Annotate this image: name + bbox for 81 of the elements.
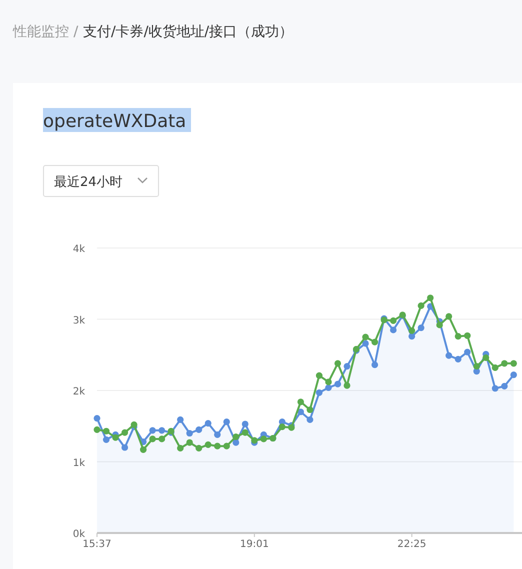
point (492, 385, 498, 392)
point (473, 362, 480, 370)
point (316, 372, 323, 379)
point (121, 444, 128, 451)
point (297, 398, 304, 406)
point (242, 420, 248, 428)
point (223, 442, 230, 450)
y-tick-label: 3k (72, 315, 86, 326)
point (232, 434, 240, 440)
point (278, 424, 286, 430)
point (408, 327, 416, 334)
point (214, 431, 221, 438)
point (223, 418, 230, 426)
point (510, 360, 517, 367)
point (204, 441, 212, 448)
point (510, 372, 517, 378)
point (418, 324, 424, 332)
point (158, 436, 166, 442)
point (196, 444, 202, 452)
x-tick-label: 15:37 (82, 539, 112, 550)
point (94, 426, 100, 433)
point (427, 294, 434, 302)
point (149, 427, 156, 434)
point (306, 406, 314, 414)
point (436, 322, 443, 328)
point (371, 362, 378, 368)
point (297, 408, 304, 416)
point (464, 332, 471, 339)
point (306, 416, 314, 424)
point (501, 382, 508, 390)
x-tick-label: 22:25 (397, 539, 426, 550)
point (316, 389, 323, 396)
point (390, 326, 397, 334)
point (446, 313, 452, 320)
point (454, 333, 462, 340)
point (492, 364, 498, 371)
point (177, 444, 184, 452)
text: 支付/卡券/收货地址/接口（成功） (83, 24, 294, 40)
point (130, 421, 138, 428)
y-tick-label: 4k (72, 244, 86, 255)
point (371, 338, 378, 346)
point (112, 434, 119, 441)
y-tick-label: 2k (72, 386, 86, 398)
point (362, 340, 369, 347)
point (102, 428, 110, 434)
point (94, 414, 100, 422)
point (260, 436, 267, 442)
x-tick-label: 19:01 (240, 539, 269, 550)
point (454, 356, 462, 362)
point (501, 360, 508, 367)
point (186, 430, 193, 437)
chart-title: operateWXData (43, 111, 186, 132)
y-tick-label: 1k (72, 458, 86, 469)
point (158, 427, 166, 434)
point (325, 378, 332, 386)
point (177, 416, 184, 424)
point (121, 429, 128, 436)
point (214, 442, 221, 450)
point (204, 420, 212, 427)
point (232, 439, 240, 446)
y-tick-label: 0k (72, 529, 86, 540)
point (149, 436, 156, 442)
point (242, 429, 248, 436)
point (196, 426, 202, 433)
point (334, 360, 342, 367)
point (446, 352, 452, 359)
point (464, 348, 471, 356)
point (344, 382, 350, 389)
point (418, 302, 424, 310)
point (102, 436, 110, 443)
text: 最近24小时 (54, 175, 123, 190)
point (408, 333, 416, 340)
point (334, 380, 342, 388)
point (325, 384, 332, 391)
point (390, 317, 397, 324)
point (186, 439, 193, 446)
text: 性能监控 / (12, 24, 78, 40)
point (344, 362, 350, 370)
point (140, 446, 147, 453)
point (482, 354, 490, 362)
point (362, 334, 369, 340)
